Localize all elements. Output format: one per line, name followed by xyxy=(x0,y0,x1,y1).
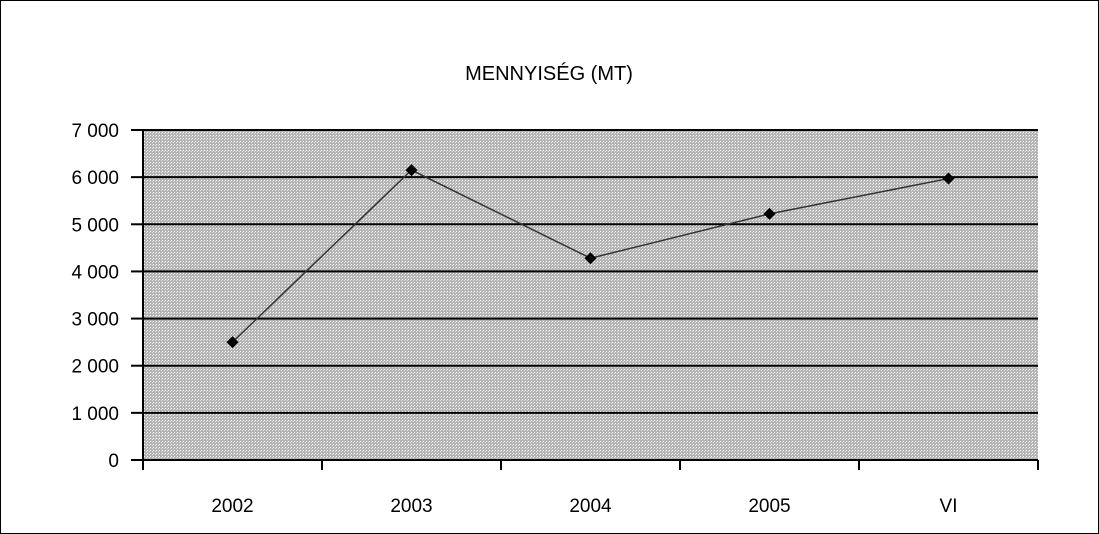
data-point xyxy=(763,207,776,220)
y-axis: 0 1 000 2 000 3 000 4 000 5 000 6 000 7 000 xyxy=(71,121,144,472)
x-tick-label: 2005 xyxy=(748,496,790,517)
plot-area xyxy=(143,130,1038,460)
y-tick-label: 2 000 xyxy=(71,357,119,378)
y-tick-label: 0 xyxy=(108,451,119,472)
y-tick-label: 3 000 xyxy=(71,310,119,331)
chart-title: MENNYISÉG (MT) xyxy=(465,62,633,85)
x-tick-label: 2003 xyxy=(390,496,432,517)
y-tick-label: 5 000 xyxy=(71,215,119,236)
data-point xyxy=(584,252,597,265)
y-tick-label: 4 000 xyxy=(71,262,119,283)
x-tick-label: VI xyxy=(940,496,958,517)
data-point xyxy=(942,172,955,185)
series-group xyxy=(226,164,955,349)
x-tick-label: 2002 xyxy=(211,496,253,517)
y-tick-label: 1 000 xyxy=(71,404,119,425)
y-tick-label: 7 000 xyxy=(71,121,119,142)
x-tick-label: 2004 xyxy=(569,496,612,517)
y-tick-label: 6 000 xyxy=(71,168,119,189)
data-point xyxy=(226,336,239,349)
data-point xyxy=(405,164,418,177)
x-axis: 2002 2003 2004 2005 VI xyxy=(142,459,1039,517)
